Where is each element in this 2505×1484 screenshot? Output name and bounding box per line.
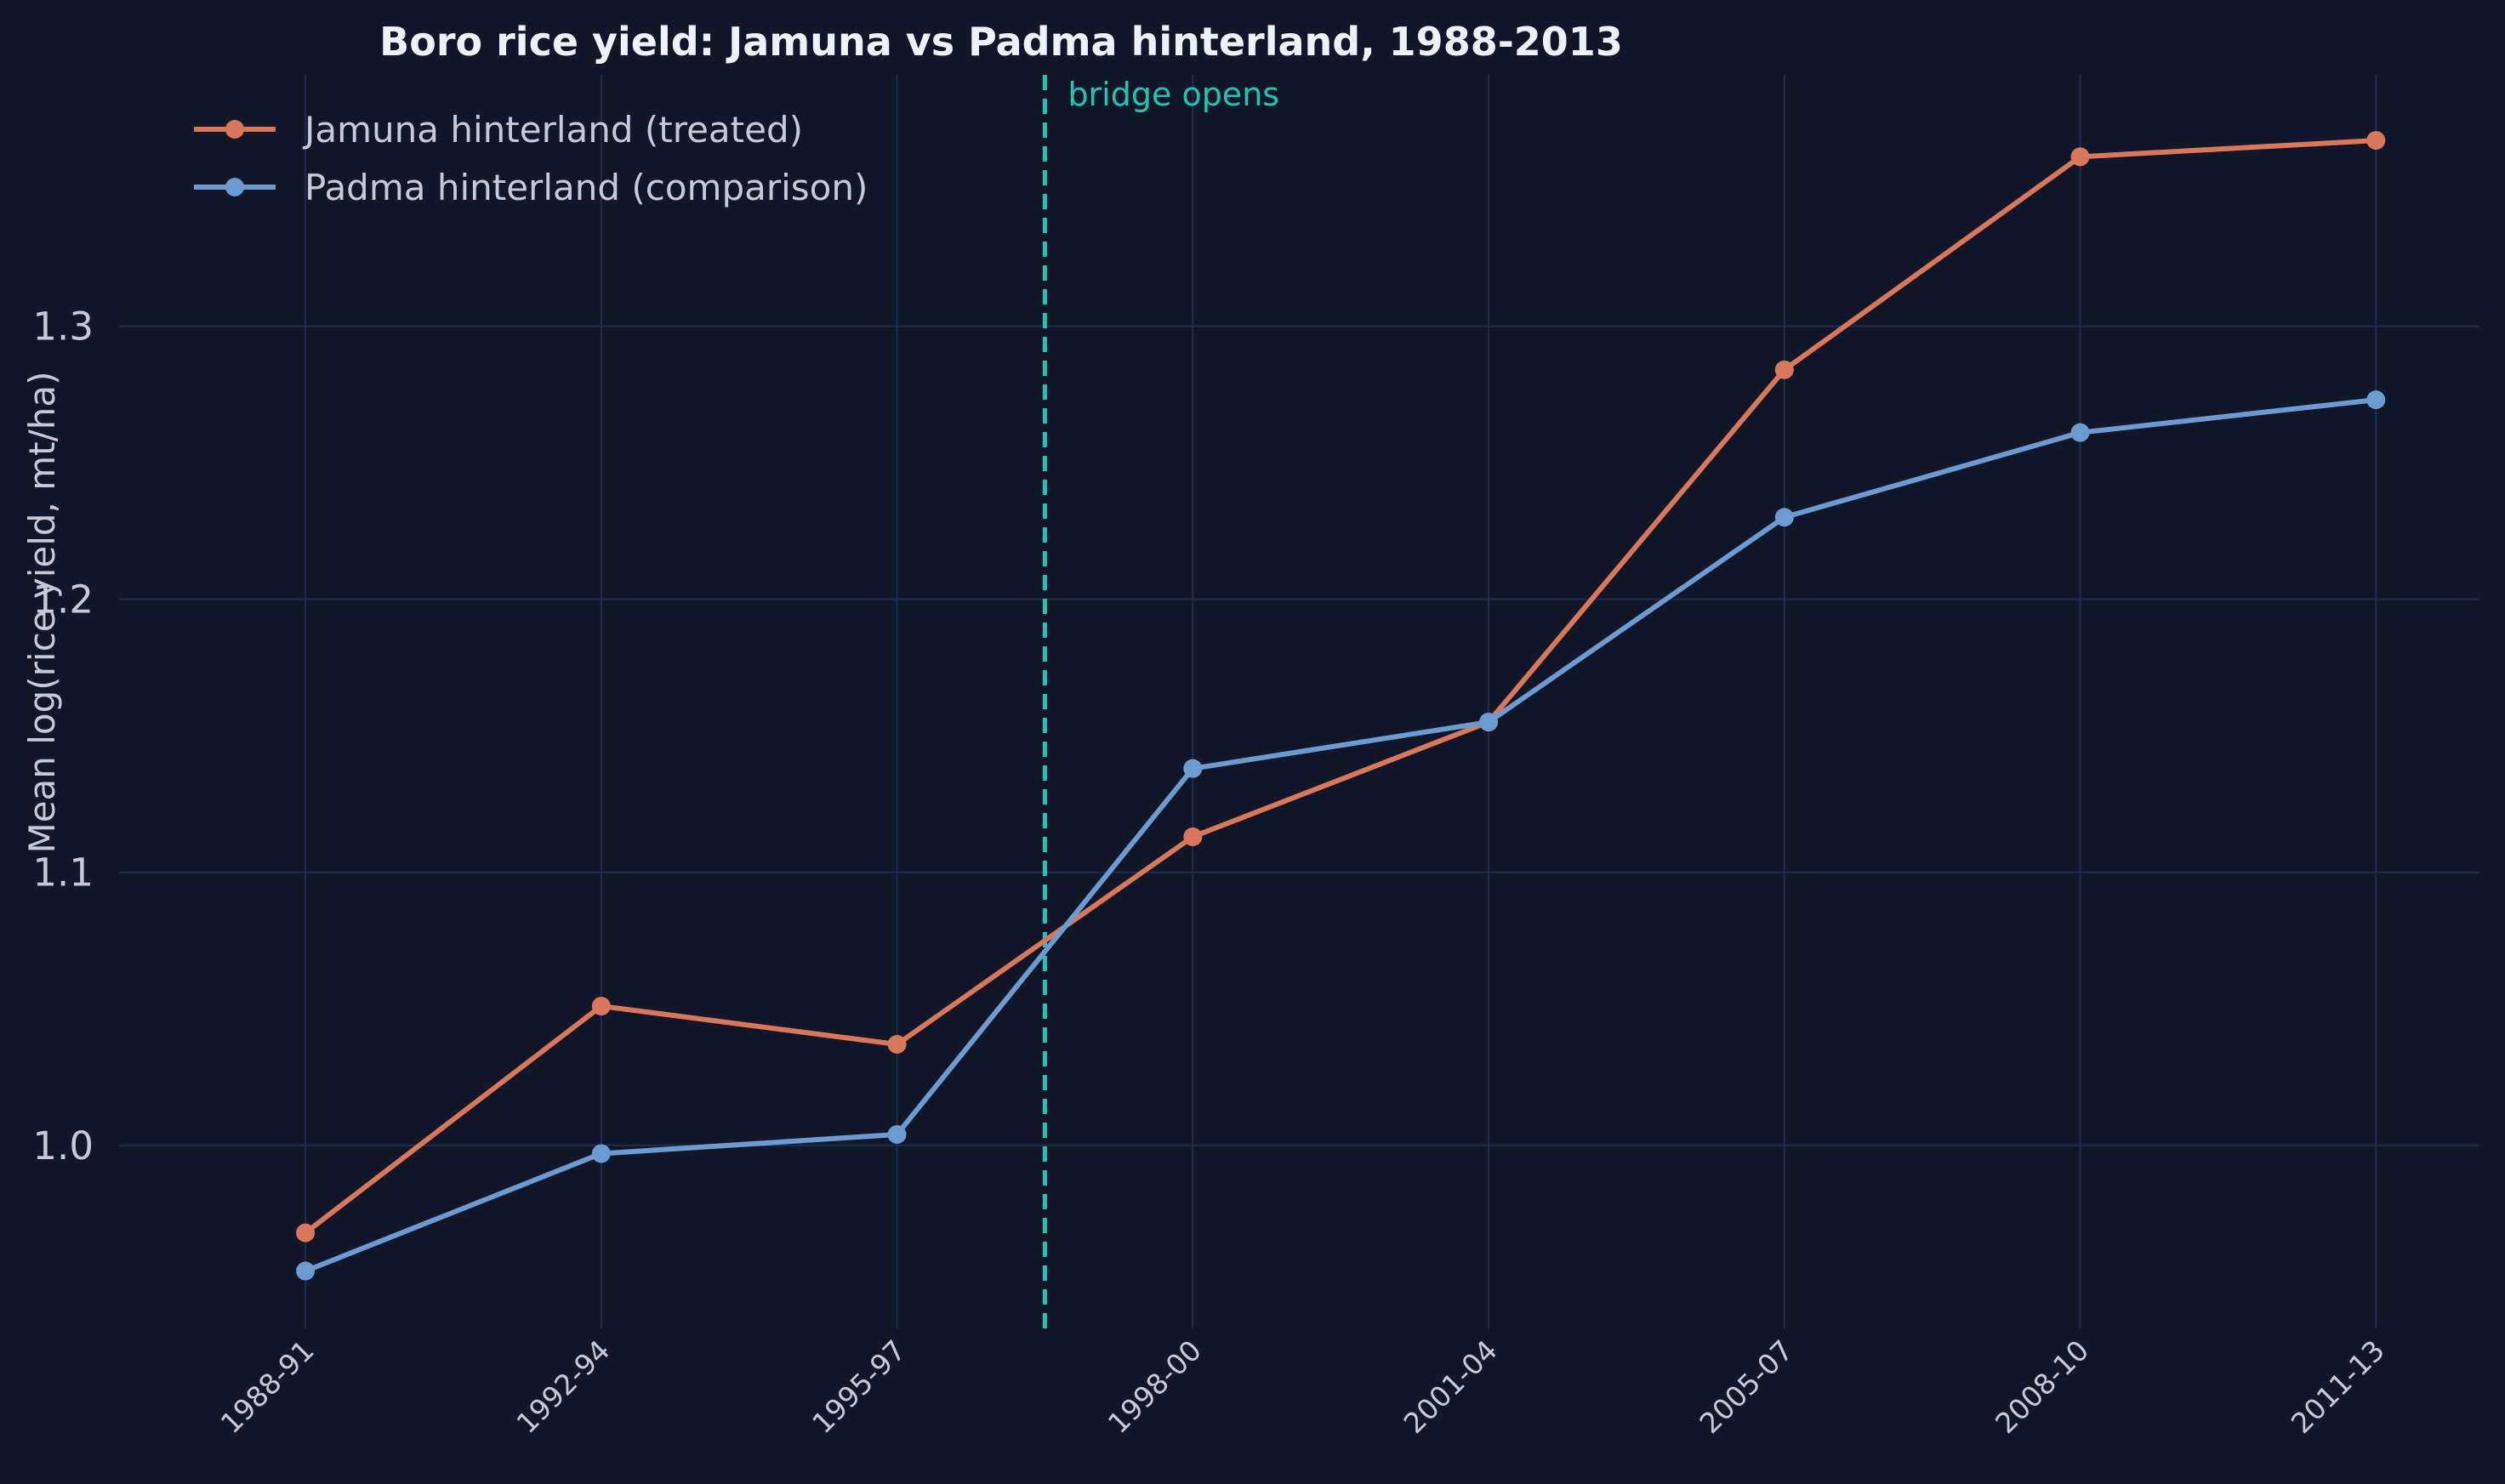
- data-point: [887, 1035, 907, 1055]
- y-tick-label: 1.3: [32, 304, 94, 349]
- data-point: [2366, 390, 2386, 410]
- annotation-layer: bridge opens: [1042, 75, 1279, 1328]
- data-point: [296, 1261, 316, 1281]
- legend-entry: Padma hinterland (comparison): [194, 167, 868, 208]
- y-tick-label: 1.1: [32, 850, 94, 896]
- data-point: [1183, 759, 1203, 778]
- data-point: [591, 997, 611, 1016]
- data-point: [1774, 508, 1794, 527]
- y-axis-label: Mean log(rice yield, mt/ha): [21, 371, 63, 853]
- data-point: [2070, 147, 2090, 167]
- data-point: [2070, 423, 2090, 442]
- data-point: [1479, 713, 1499, 732]
- data-point: [2366, 131, 2386, 151]
- legend-label: Jamuna hinterland (treated): [302, 109, 803, 151]
- series-line: [303, 138, 2379, 1236]
- series-line: [303, 397, 2379, 1274]
- y-tick-label: 1.0: [32, 1123, 94, 1168]
- bridge-opens-label: bridge opens: [1067, 76, 1279, 113]
- y-tick-label: 1.2: [32, 577, 94, 623]
- series-layer: [296, 131, 2386, 1281]
- gridlines: [119, 75, 2479, 1328]
- data-point: [887, 1124, 907, 1144]
- y-axis: 1.0 1.1 1.2 1.3: [32, 304, 94, 1168]
- legend-entry: Jamuna hinterland (treated): [194, 109, 803, 151]
- data-point: [1183, 827, 1203, 846]
- chart-title: Boro rice yield: Jamuna vs Padma hinterl…: [379, 19, 1623, 65]
- legend-swatch-marker: [225, 178, 244, 196]
- series-2: [296, 390, 2386, 1281]
- legend: Jamuna hinterland (treated) Padma hinterl…: [194, 109, 868, 208]
- data-point: [1774, 360, 1794, 379]
- data-point: [591, 1144, 611, 1163]
- legend-swatch-marker: [225, 120, 244, 139]
- legend-label: Padma hinterland (comparison): [305, 167, 868, 208]
- data-point: [296, 1223, 316, 1242]
